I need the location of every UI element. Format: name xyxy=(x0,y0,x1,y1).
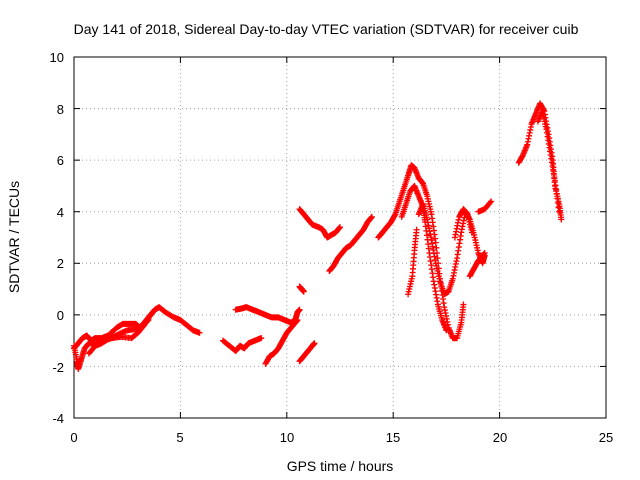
x-tick-label: 15 xyxy=(386,430,400,445)
x-tick-label: 5 xyxy=(176,430,183,445)
x-tick-label: 20 xyxy=(493,430,507,445)
data-point xyxy=(460,301,467,308)
x-axis-label: GPS time / hours xyxy=(287,458,394,474)
data-point xyxy=(296,306,303,313)
data-point xyxy=(468,229,475,236)
data-point xyxy=(481,249,488,256)
data-point xyxy=(144,317,151,324)
data-point xyxy=(311,340,318,347)
data-point xyxy=(433,244,440,251)
y-tick-label: 2 xyxy=(57,256,64,271)
data-point xyxy=(488,198,495,205)
data-point xyxy=(480,251,487,258)
data-point xyxy=(149,309,156,316)
data-point xyxy=(196,329,203,336)
data-point xyxy=(432,239,439,246)
data-point xyxy=(487,199,494,206)
axis-ticks xyxy=(73,56,607,419)
x-tick-label: 0 xyxy=(70,430,77,445)
data-point xyxy=(337,224,343,231)
data-point xyxy=(413,226,420,233)
x-tick-label: 25 xyxy=(599,430,613,445)
y-tick-label: 0 xyxy=(57,308,64,323)
data-points xyxy=(71,100,565,373)
data-point xyxy=(558,216,565,223)
plot-frame xyxy=(73,56,607,419)
y-tick-label: 6 xyxy=(57,153,64,168)
data-point xyxy=(145,317,152,324)
x-tick-label: 10 xyxy=(280,430,294,445)
y-tick-label: -4 xyxy=(52,411,64,426)
data-point xyxy=(368,213,375,220)
data-point xyxy=(300,288,307,295)
y-tick-label: 4 xyxy=(57,205,64,220)
data-point xyxy=(294,317,301,324)
data-point xyxy=(556,208,563,215)
data-point xyxy=(258,335,265,342)
y-tick-label: 8 xyxy=(57,102,64,117)
y-axis-label: SDTVAR / TECUs xyxy=(6,181,22,293)
y-tick-label: -2 xyxy=(52,360,64,375)
chart-title: Day 141 of 2018, Sidereal Day-to-day VTE… xyxy=(74,21,579,37)
grid-lines xyxy=(74,57,606,418)
y-tick-label: 10 xyxy=(50,50,64,65)
data-point xyxy=(443,327,450,334)
